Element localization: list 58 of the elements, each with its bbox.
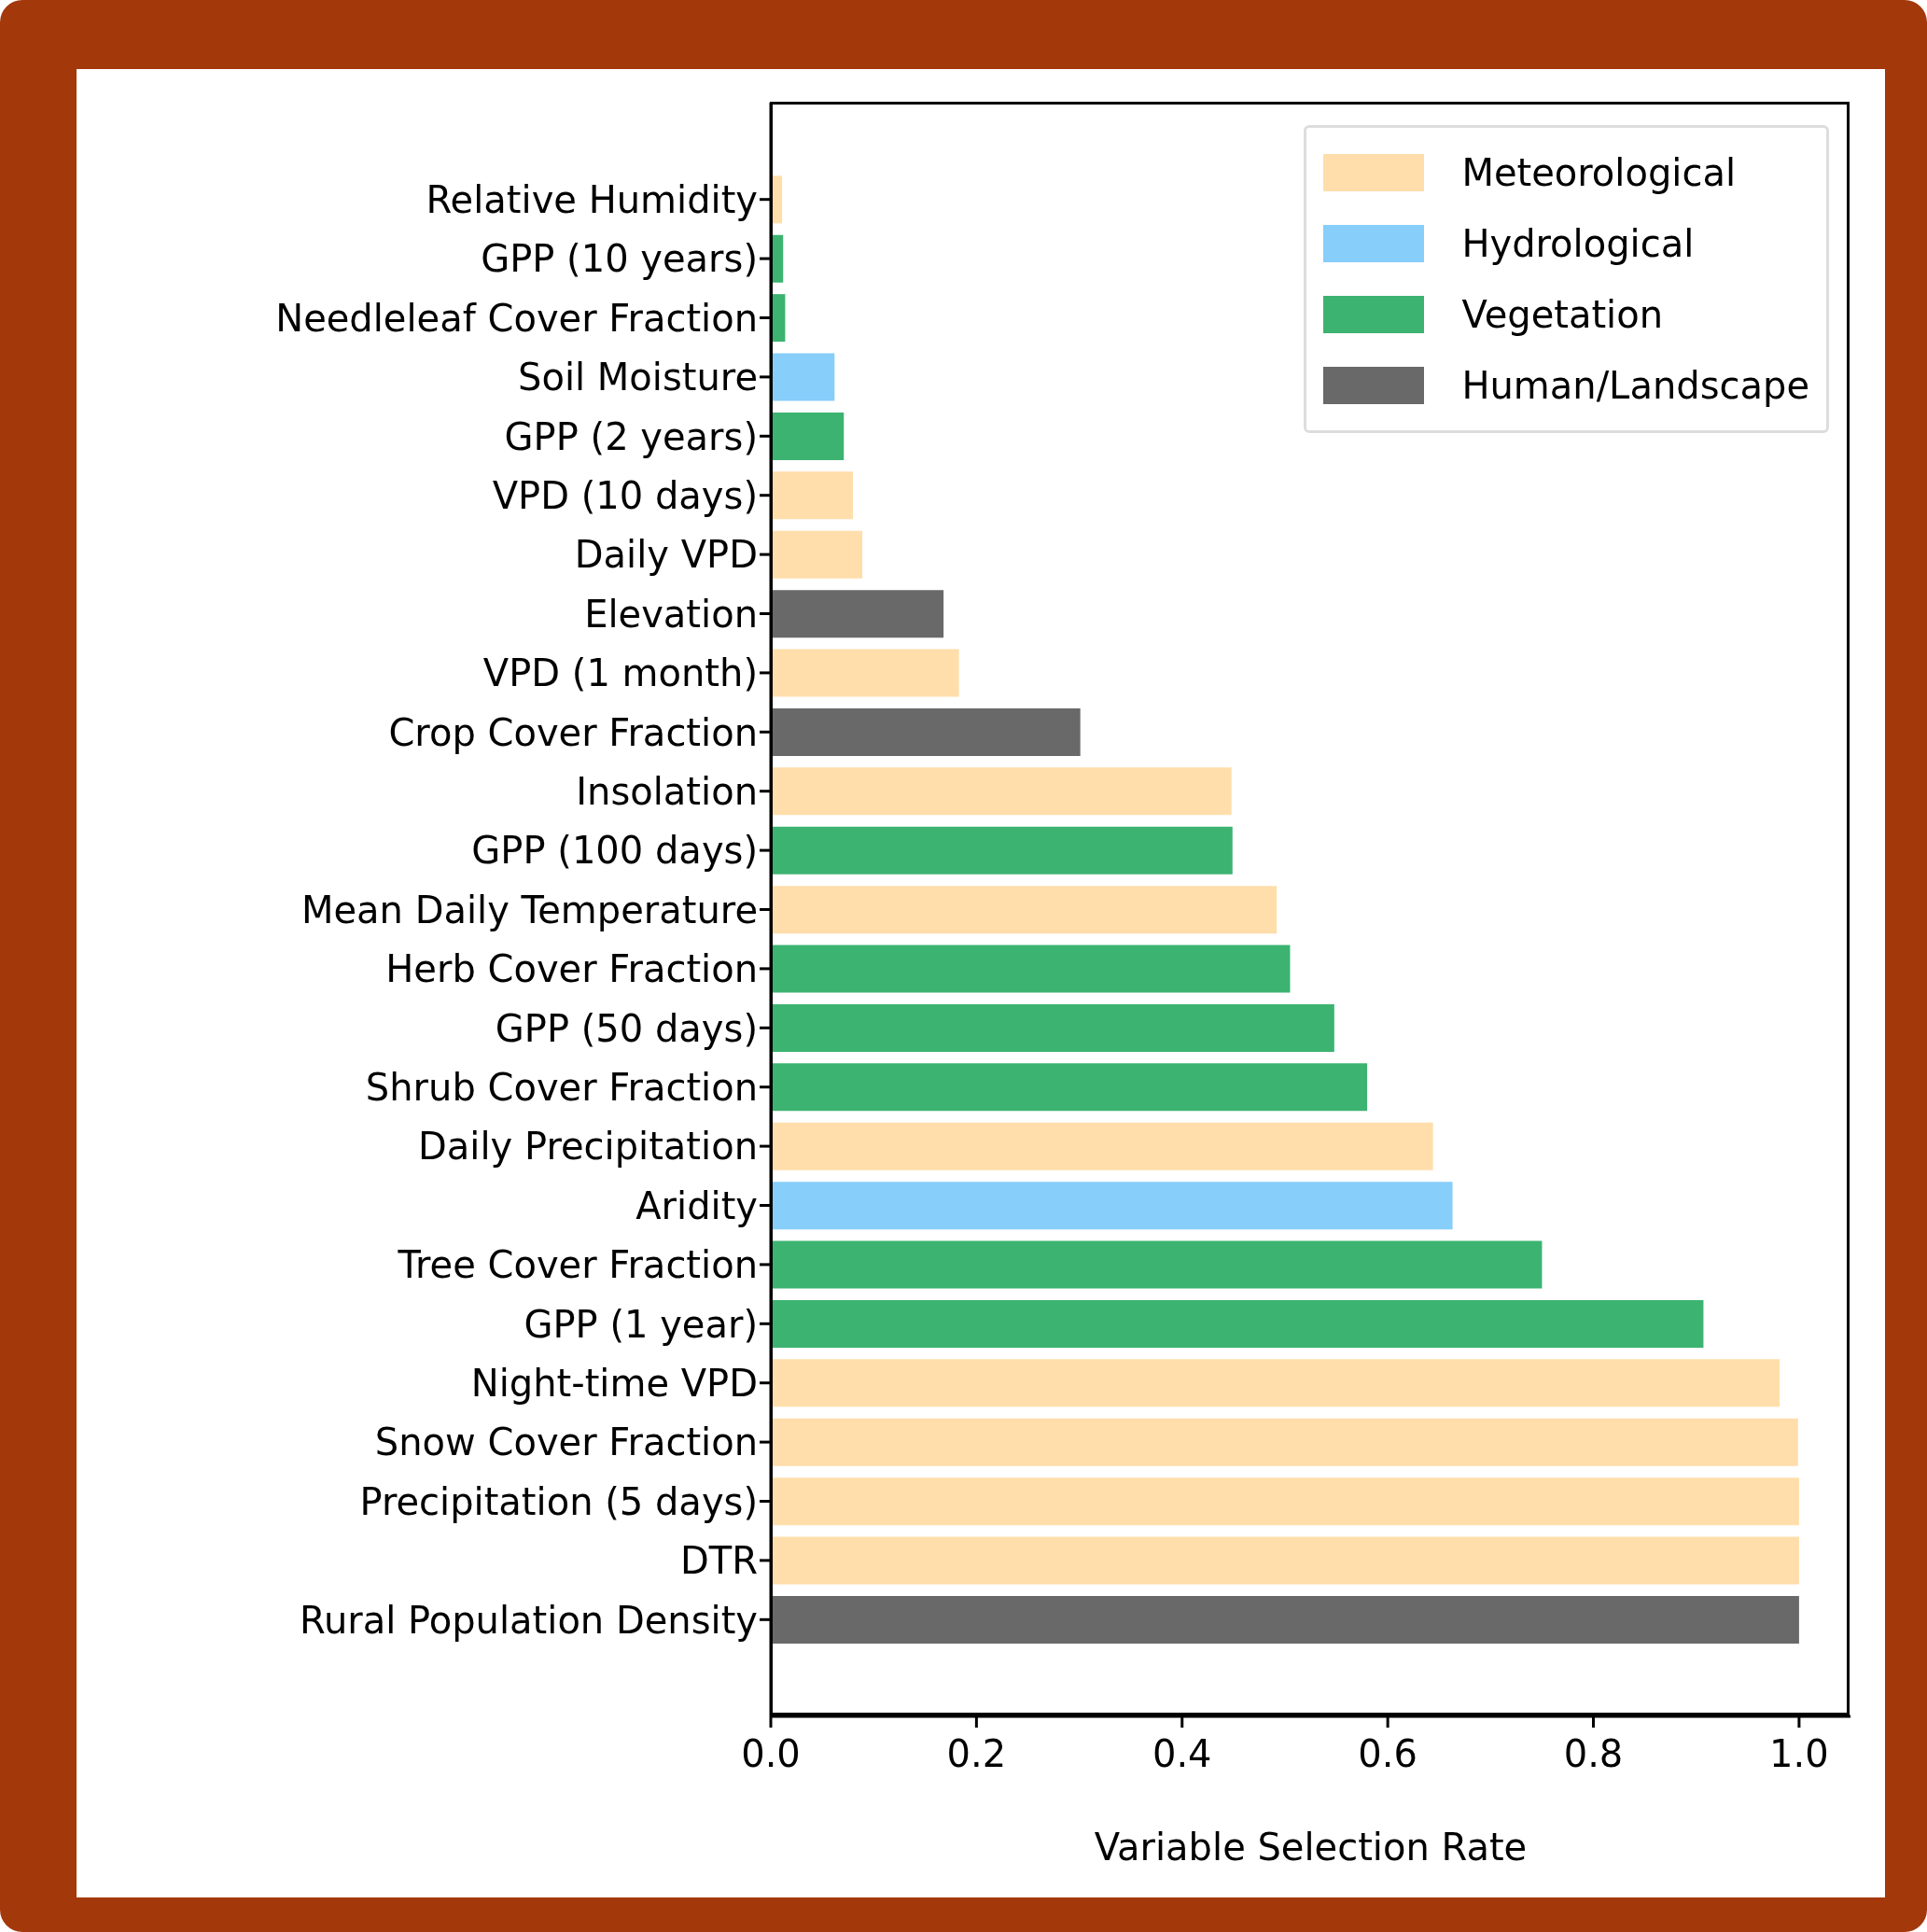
bar: [771, 1595, 1799, 1644]
legend-label: Vegetation: [1461, 292, 1664, 338]
y-tick-label: Herb Cover Fraction: [385, 947, 758, 991]
bar: [771, 767, 1232, 816]
bar: [771, 1299, 1704, 1348]
bar: [771, 590, 944, 638]
bar: [771, 1182, 1453, 1230]
y-tick-label: VPD (10 days): [492, 473, 758, 517]
bar: [771, 886, 1278, 934]
y-tick-label: GPP (1 year): [524, 1302, 758, 1346]
y-tick-label: Soil Moisture: [518, 356, 758, 399]
bar: [771, 471, 854, 520]
x-tick-label: 0.2: [946, 1732, 1007, 1776]
bar: [771, 649, 959, 697]
x-tick-label: 0.8: [1563, 1732, 1624, 1776]
y-tick-label: Daily VPD: [574, 533, 758, 577]
y-tick-label: Mean Daily Temperature: [300, 888, 758, 931]
bar: [771, 1063, 1368, 1112]
bar: [771, 1359, 1780, 1407]
y-tick-label: Rural Population Density: [299, 1598, 758, 1642]
bar: [771, 1536, 1799, 1585]
y-tick-label: Tree Cover Fraction: [397, 1243, 758, 1287]
y-tick-label: Daily Precipitation: [418, 1125, 758, 1169]
x-axis-title: Variable Selection Rate: [1094, 1826, 1528, 1869]
bar: [771, 1418, 1798, 1466]
bar: [771, 412, 845, 460]
y-tick-label: Crop Cover Fraction: [388, 710, 758, 754]
y-tick-label: Precipitation (5 days): [359, 1479, 758, 1523]
x-tick-label: 0.0: [741, 1732, 801, 1776]
bar: [771, 530, 863, 579]
bar: [771, 1477, 1799, 1526]
y-tick-label: GPP (50 days): [495, 1006, 758, 1050]
y-tick-label: GPP (10 years): [481, 237, 758, 281]
bar: [771, 945, 1291, 993]
y-tick-label: Relative Humidity: [426, 177, 758, 221]
y-tick-label: Elevation: [584, 592, 758, 636]
legend-label: Human/Landscape: [1461, 363, 1809, 409]
y-tick-label: Night-time VPD: [470, 1361, 758, 1405]
bar: [771, 353, 835, 401]
bar: [771, 826, 1233, 875]
bar: [771, 1122, 1433, 1170]
y-tick-label: VPD (1 month): [482, 651, 758, 695]
legend-label: Meteorological: [1461, 150, 1737, 196]
y-tick-label: Shrub Cover Fraction: [365, 1065, 758, 1109]
y-tick-label: Needleleaf Cover Fraction: [275, 296, 758, 340]
x-tick-label: 1.0: [1769, 1732, 1829, 1776]
bar: [771, 1240, 1543, 1289]
y-tick-label: Aridity: [635, 1183, 758, 1227]
y-tick-label: GPP (100 days): [471, 829, 758, 873]
y-tick-label: Snow Cover Fraction: [374, 1421, 758, 1464]
x-tick-label: 0.4: [1152, 1732, 1212, 1776]
y-tick-label: GPP (2 years): [504, 414, 758, 458]
x-tick-label: 0.6: [1358, 1732, 1417, 1776]
bar: [771, 1003, 1334, 1052]
y-tick-label: Insolation: [576, 769, 758, 813]
bar: [771, 707, 1081, 756]
y-tick-label: DTR: [679, 1539, 758, 1583]
legend-label: Hydrological: [1461, 221, 1695, 267]
